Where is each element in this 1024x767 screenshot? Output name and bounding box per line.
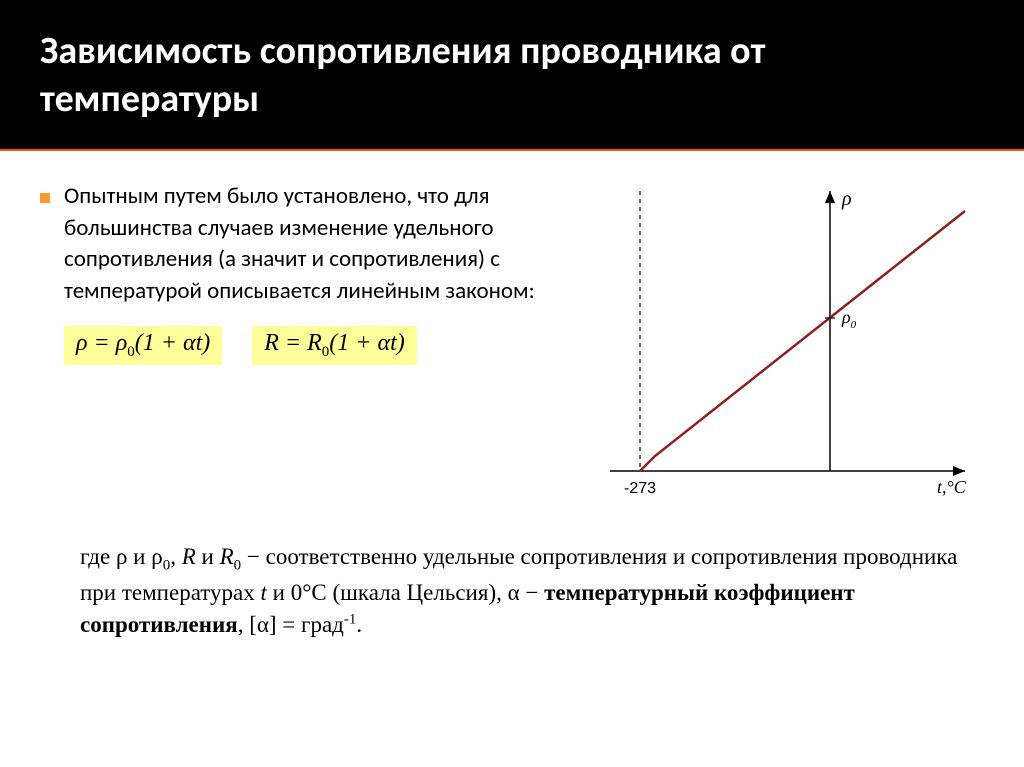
rho-sub: 0	[127, 344, 135, 360]
bullet-icon	[40, 193, 50, 203]
x-tick-label: -273	[624, 480, 656, 497]
x-axis-arrow-icon	[953, 466, 965, 476]
right-column: ρ t,°C -273 ρ0	[570, 181, 984, 511]
bp-pre: где ρ и ρ	[80, 544, 163, 569]
resistivity-line	[640, 211, 965, 471]
page-title: Зависимость сопротивления проводника от …	[40, 28, 984, 123]
formula-rho: ρ = ρ0(1 + αt)	[64, 326, 222, 365]
bullet-item: Опытным путем было установлено, что для …	[40, 181, 550, 308]
expr1: (1 + α	[135, 330, 196, 356]
bp-R: R	[182, 544, 196, 569]
bp-mid1: ,	[170, 544, 182, 569]
content-region: Опытным путем было установлено, что для …	[0, 151, 1024, 511]
R-sym: R	[264, 330, 279, 356]
close2: )	[397, 330, 405, 356]
rho0-sym: ρ	[116, 330, 128, 356]
y-intercept-label: ρ0	[841, 307, 857, 331]
y-axis-label: ρ	[841, 188, 852, 210]
bp-sup: -1	[344, 611, 357, 627]
x-axis-label: t,°C	[937, 477, 967, 497]
bp-mid1b: и	[196, 544, 220, 569]
left-column: Опытным путем было установлено, что для …	[40, 181, 550, 511]
resistivity-chart: ρ t,°C -273 ρ0	[570, 181, 970, 511]
t2: t	[390, 330, 397, 356]
R0-sym: R	[307, 330, 322, 356]
close1: )	[202, 330, 210, 356]
title-bar: Зависимость сопротивления проводника от …	[0, 0, 1024, 151]
bp-dot: .	[356, 612, 362, 637]
rho-sym: ρ	[76, 330, 88, 356]
bp-tail: , [α] = град	[238, 612, 344, 637]
definition-paragraph: где ρ и ρ0, R и R0 − соответственно удел…	[0, 511, 1024, 641]
formula-row: ρ = ρ0(1 + αt) R = R0(1 + αt)	[64, 326, 550, 365]
expr2: (1 + α	[329, 330, 390, 356]
bp-mid3: и 0°С (шкала Цельсия), α −	[267, 580, 544, 605]
paragraph-text: Опытным путем было установлено, что для …	[64, 181, 550, 308]
formula-r: R = R0(1 + αt)	[252, 326, 417, 365]
y-axis-arrow-icon	[825, 191, 835, 203]
chart-svg: ρ t,°C -273 ρ0	[570, 181, 970, 511]
bp-R0: R	[220, 544, 234, 569]
